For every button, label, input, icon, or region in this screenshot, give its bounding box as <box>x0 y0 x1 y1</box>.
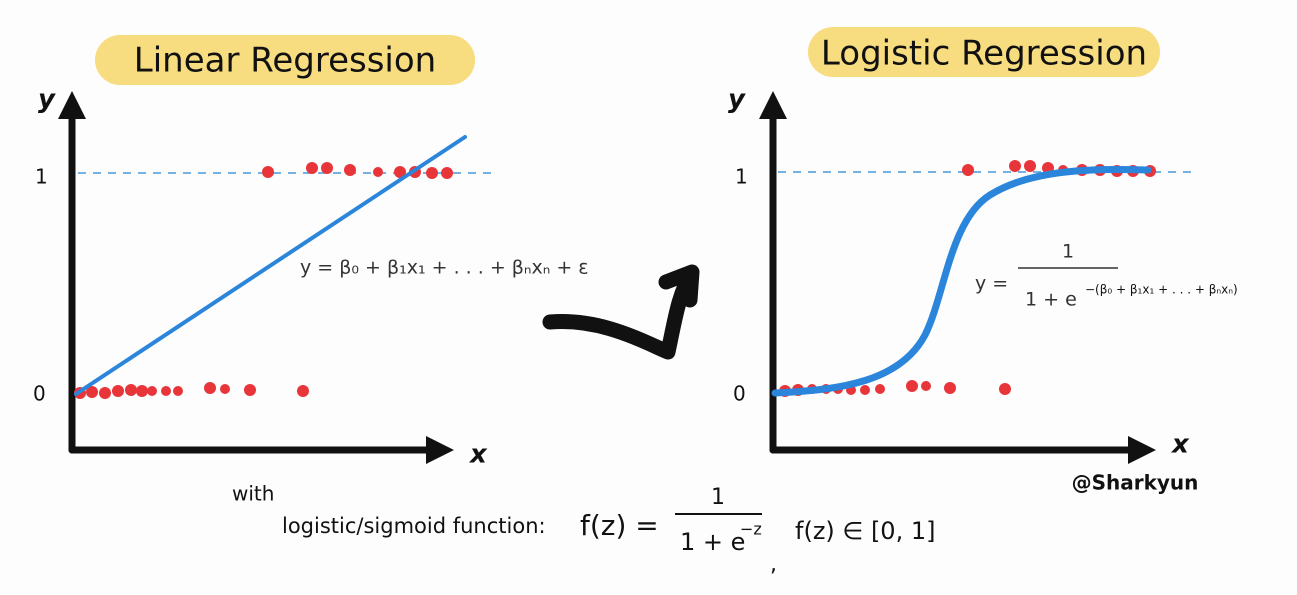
formula-exponent: −z <box>740 520 762 539</box>
credit: @Sharkyun <box>1072 471 1199 495</box>
data-point <box>173 386 183 396</box>
x-label: x <box>468 440 488 470</box>
y-label: y <box>38 85 56 115</box>
panel-title: Linear Regression <box>134 41 436 81</box>
footer-label: logistic/sigmoid function: <box>282 514 546 538</box>
data-point <box>1009 160 1021 172</box>
data-point <box>860 385 870 395</box>
transition-arrow <box>542 264 700 360</box>
data-point <box>125 384 137 396</box>
data-point <box>220 384 230 394</box>
data-point <box>262 166 274 178</box>
equation-lhs: y = <box>975 273 1008 295</box>
data-point <box>244 384 256 396</box>
equation: y = β₀ + β₁x₁ + . . . + βₙxₙ + ε <box>300 257 589 279</box>
data-point <box>321 162 333 174</box>
data-point <box>394 166 406 178</box>
tick-label: 0 <box>33 382 46 406</box>
tick-label: 1 <box>35 165 48 189</box>
data-point <box>1024 160 1036 172</box>
equation-denominator: 1 + e <box>1025 289 1077 311</box>
equation-exponent: −(β₀ + β₁x₁ + . . . + βₙxₙ) <box>1085 283 1238 297</box>
range: f(z) ∈ [0, 1] <box>795 517 935 545</box>
data-point <box>297 385 309 397</box>
formula-denominator: 1 + e <box>680 528 745 556</box>
equation-numerator: 1 <box>1062 241 1074 263</box>
data-point <box>147 386 157 396</box>
footer: with logistic/sigmoid function: f(z) = 1… <box>232 482 935 578</box>
footer-with: with <box>232 482 274 506</box>
data-point <box>906 380 918 392</box>
title-pill <box>808 27 1160 77</box>
y-label: y <box>728 85 746 115</box>
title-pill <box>95 35 475 85</box>
data-point <box>306 162 318 174</box>
points <box>74 162 453 399</box>
sigmoid-curve <box>771 165 1152 397</box>
linear-panel: Linear Regression y x 1 0 y = β₀ + β₁x₁ … <box>33 35 589 470</box>
data-point <box>921 381 931 391</box>
x-label: x <box>1170 430 1190 460</box>
data-point <box>344 164 356 176</box>
data-point <box>944 382 956 394</box>
data-point <box>875 384 885 394</box>
data-point <box>161 386 171 396</box>
data-point <box>999 383 1011 395</box>
regression-line <box>74 135 467 396</box>
data-point <box>426 167 438 179</box>
formula-numerator: 1 <box>711 485 725 510</box>
data-point <box>204 382 216 394</box>
data-point <box>99 387 111 399</box>
data-point <box>112 385 124 397</box>
points <box>779 160 1156 397</box>
data-point <box>136 385 148 397</box>
data-point <box>86 386 98 398</box>
logistic-panel: Logistic Regression y x 1 0 y = 1 1 + e … <box>728 27 1238 495</box>
panel-title: Logistic Regression <box>821 34 1147 74</box>
formula-lhs: f(z) = <box>580 509 659 542</box>
data-point <box>373 167 383 177</box>
tick-label: 1 <box>735 165 748 189</box>
data-point <box>962 164 974 176</box>
separator: , <box>770 552 777 577</box>
tick-label: 0 <box>733 382 746 406</box>
data-point <box>441 167 453 179</box>
